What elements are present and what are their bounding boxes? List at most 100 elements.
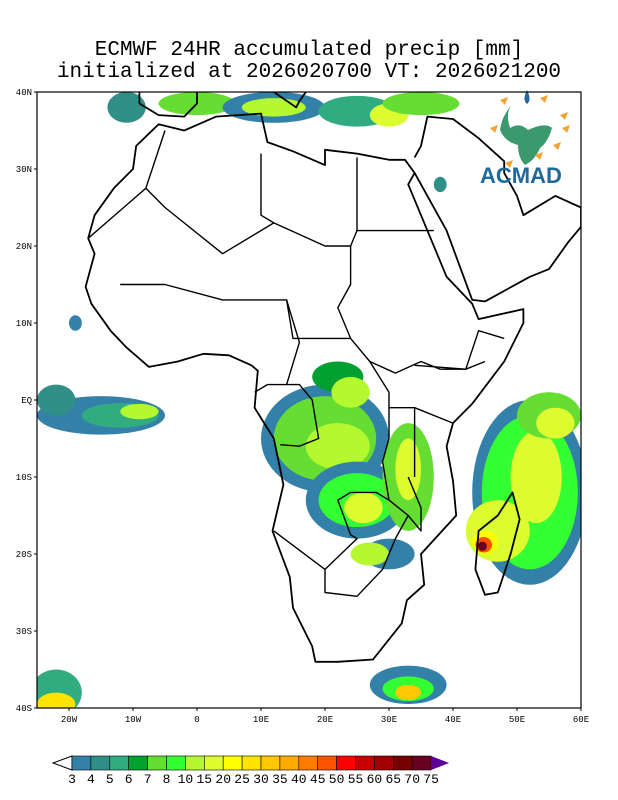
colorbar-box [298, 755, 318, 771]
colorbar-label: 8 [163, 772, 171, 787]
colorbar-box [241, 755, 262, 771]
precip-area [382, 92, 460, 116]
lon-tick-label: 10E [253, 715, 269, 725]
acmad-logo [490, 90, 570, 168]
colorbar-box [128, 755, 148, 771]
country-border [414, 330, 505, 370]
colorbar-box [355, 755, 375, 771]
colorbar-box [279, 755, 300, 771]
colorbar-box [166, 755, 186, 771]
country-border [120, 283, 486, 374]
colorbar-label: 35 [272, 772, 288, 787]
colorbar-box [336, 755, 356, 771]
country-border [260, 153, 275, 224]
lon-tick-label: 60E [573, 715, 589, 725]
lat-tick-label: 20S [16, 550, 32, 560]
lon-tick-label: 20E [317, 715, 333, 725]
lat-tick-label: 40N [16, 88, 32, 98]
colorbar-box [392, 755, 413, 771]
colorbar-box [185, 755, 205, 771]
precip-area [69, 315, 82, 331]
precip-area [395, 438, 422, 501]
country-border [407, 476, 422, 532]
colorbar-label: 4 [87, 772, 95, 787]
colorbar-box [109, 755, 130, 771]
precip-area [350, 542, 389, 566]
country-border [337, 246, 352, 339]
precip-area [433, 176, 447, 193]
colorbar-label: 50 [329, 772, 345, 787]
lat-tick-label: 20N [16, 242, 32, 252]
colorbar-label: 75 [423, 772, 439, 787]
colorbar-box [71, 755, 92, 771]
country-border [87, 130, 166, 239]
colorbar-label: 70 [404, 772, 420, 787]
logo-arrow-icon [500, 97, 508, 105]
coastline [474, 491, 521, 596]
lon-tick-label: 40E [445, 715, 461, 725]
logo-text: ACMAD [480, 163, 562, 188]
colorbar-box [260, 755, 281, 771]
coastline [84, 112, 525, 663]
colorbar-label: 6 [125, 772, 133, 787]
colorbar-label: 3 [68, 772, 76, 787]
colorbar-label: 55 [348, 772, 364, 787]
country-border [254, 299, 301, 393]
precip-area [37, 669, 82, 708]
axis-ticks: 40N 30N 20N 10N EQ 10S 20S 30S 40S 20W 10W 0 10E 20E 3… [16, 88, 589, 725]
country-border [273, 92, 307, 109]
lat-tick-label: 30N [16, 165, 32, 175]
colorbar-box [147, 755, 167, 771]
lat-tick-label: 10S [16, 473, 32, 483]
country-border [145, 187, 434, 255]
logo-arrow-icon [505, 160, 513, 168]
precip-area [37, 692, 76, 708]
colorbar-label: 15 [196, 772, 212, 787]
logo-arrow-icon [535, 152, 543, 160]
precip-area [477, 541, 487, 551]
lat-tick-label: EQ [21, 396, 32, 406]
colorbar: 3 4 5 6 7 8 10 15 20 25 30 35 40 45 50 55 60 65 70 75 [51, 755, 450, 787]
country-border [413, 115, 581, 303]
colorbar-under-triangle [51, 755, 73, 771]
colorbar-label: 45 [310, 772, 326, 787]
precip-area [536, 407, 575, 439]
lon-tick-label: 50E [509, 715, 525, 725]
lon-tick-label: 10W [125, 715, 142, 725]
colorbar-label: 60 [367, 772, 383, 787]
precip-area [395, 684, 422, 701]
colorbar-label: 20 [215, 772, 231, 787]
colorbar-box [204, 755, 224, 771]
logo-arrow-icon [562, 125, 570, 133]
colorbar-box [317, 755, 337, 771]
precip-area [305, 423, 370, 470]
country-border [138, 92, 198, 118]
water-drop-icon [524, 90, 530, 104]
colorbar-box [222, 755, 243, 771]
colorbar-box [411, 755, 432, 771]
colorbar-label: 10 [178, 772, 194, 787]
precip-area [465, 500, 530, 562]
logo-arrow-icon [490, 125, 498, 133]
colorbar-label: 7 [144, 772, 152, 787]
colorbar-label: 40 [291, 772, 307, 787]
precip-field [37, 92, 581, 708]
lat-tick-label: 40S [16, 704, 32, 714]
africa-logo-shape [500, 105, 552, 165]
precip-area [37, 384, 76, 416]
colorbar-label: 25 [234, 772, 250, 787]
colorbar-label: 5 [106, 772, 114, 787]
lon-tick-label: 30E [381, 715, 397, 725]
precip-area [344, 492, 383, 524]
map-title-line2: initialized at 2026020700 VT: 2026021200 [56, 61, 562, 84]
logo-arrow-icon [560, 112, 568, 120]
colorbar-over-triangle [431, 756, 450, 770]
lat-tick-label: 10N [16, 319, 32, 329]
country-border [324, 491, 390, 570]
colorbar-box [374, 755, 394, 771]
colorbar-label: 65 [385, 772, 401, 787]
country-border [389, 407, 454, 424]
country-border [280, 383, 320, 447]
logo-arrow-icon [553, 142, 561, 150]
